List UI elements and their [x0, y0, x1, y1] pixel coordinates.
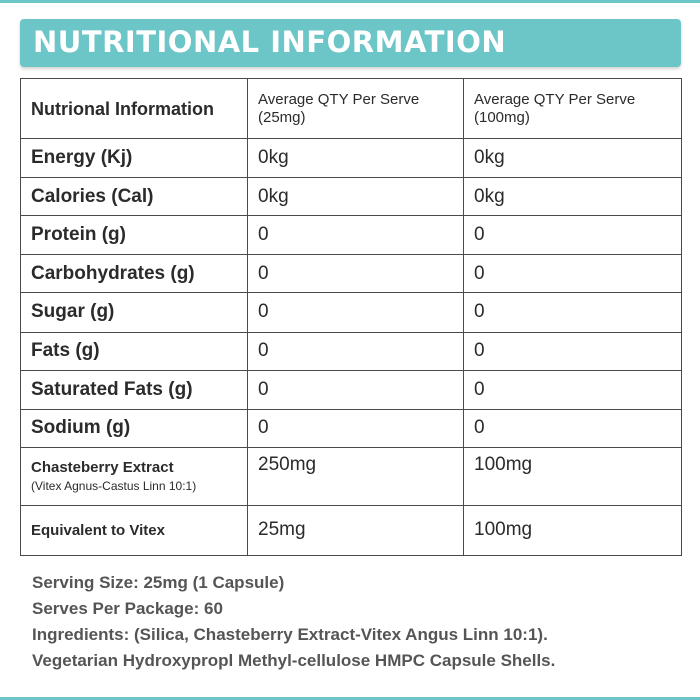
column-header: Average QTY Per Serve (100mg) [463, 77, 682, 140]
value-cell: 250mg [247, 446, 464, 506]
nutrient-label: Chasteberry Extract [31, 459, 174, 477]
value-cell: 0 [463, 408, 682, 448]
serves-per-package: Serves Per Package: 60 [32, 599, 223, 618]
value-cell: 100mg [463, 504, 682, 557]
nutrient-label: Protein (g) [20, 215, 248, 256]
value-cell: 0 [247, 369, 464, 410]
table-row: Equivalent to Vitex 25mg 100mg [20, 504, 682, 557]
ingredients-line: Vegetarian Hydroxypropl Methyl-cellulose… [32, 651, 556, 670]
product-footer: Serving Size: 25mg (1 Capsule) Serves Pe… [32, 570, 682, 674]
value-cell: 0kg [463, 138, 682, 179]
value-cell: 0 [463, 292, 682, 333]
value-cell: 0kg [247, 177, 464, 217]
table-row: Protein (g) 0 0 [20, 215, 682, 256]
nutrient-label: Sugar (g) [20, 292, 248, 333]
value-cell: 0kg [463, 177, 682, 217]
bottom-accent-rule [0, 697, 700, 700]
value-cell: 0 [247, 215, 464, 256]
table-row: Chasteberry Extract (Vitex Agnus-Castus … [20, 446, 682, 506]
table-row: Sugar (g) 0 0 [20, 292, 682, 333]
nutrient-label: Sodium (g) [20, 408, 248, 448]
nutrient-label: Carbohydrates (g) [20, 254, 248, 294]
serving-size: Serving Size: 25mg (1 Capsule) [32, 573, 285, 592]
nutrient-label: Energy (Kj) [20, 138, 248, 179]
value-cell: 0 [247, 408, 464, 448]
page-title: NUTRITIONAL INFORMATION [33, 25, 507, 59]
value-cell: 0 [463, 331, 682, 371]
table-row: Energy (Kj) 0kg 0kg [20, 138, 682, 179]
value-cell: 0 [463, 254, 682, 294]
value-cell: 0 [463, 215, 682, 256]
table-row: Sodium (g) 0 0 [20, 408, 682, 448]
column-header: Nutrional Information [20, 77, 248, 140]
nutrient-label: Saturated Fats (g) [20, 369, 248, 410]
ingredients-line: Ingredients: (Silica, Chasteberry Extrac… [32, 625, 548, 644]
value-cell: 100mg [463, 446, 682, 506]
value-cell: 0 [463, 369, 682, 410]
table-row: Fats (g) 0 0 [20, 331, 682, 371]
nutrient-label-cell: Chasteberry Extract (Vitex Agnus-Castus … [20, 446, 248, 506]
value-cell: 0 [247, 331, 464, 371]
title-banner: NUTRITIONAL INFORMATION [20, 19, 681, 67]
table-header-row: Nutrional Information Average QTY Per Se… [20, 77, 682, 140]
table-row: Saturated Fats (g) 0 0 [20, 369, 682, 410]
value-cell: 0 [247, 254, 464, 294]
nutrition-table: Nutrional Information Average QTY Per Se… [20, 77, 682, 557]
value-cell: 25mg [247, 504, 464, 557]
value-cell: 0 [247, 292, 464, 333]
table-row: Calories (Cal) 0kg 0kg [20, 177, 682, 217]
nutrient-sublabel: (Vitex Agnus-Castus Linn 10:1) [31, 479, 197, 494]
top-accent-rule [0, 0, 700, 3]
table-row: Carbohydrates (g) 0 0 [20, 254, 682, 294]
nutrient-label: Fats (g) [20, 331, 248, 371]
value-cell: 0kg [247, 138, 464, 179]
column-header: Average QTY Per Serve (25mg) [247, 77, 464, 140]
nutrient-label: Equivalent to Vitex [20, 504, 248, 557]
nutrient-label: Calories (Cal) [20, 177, 248, 217]
